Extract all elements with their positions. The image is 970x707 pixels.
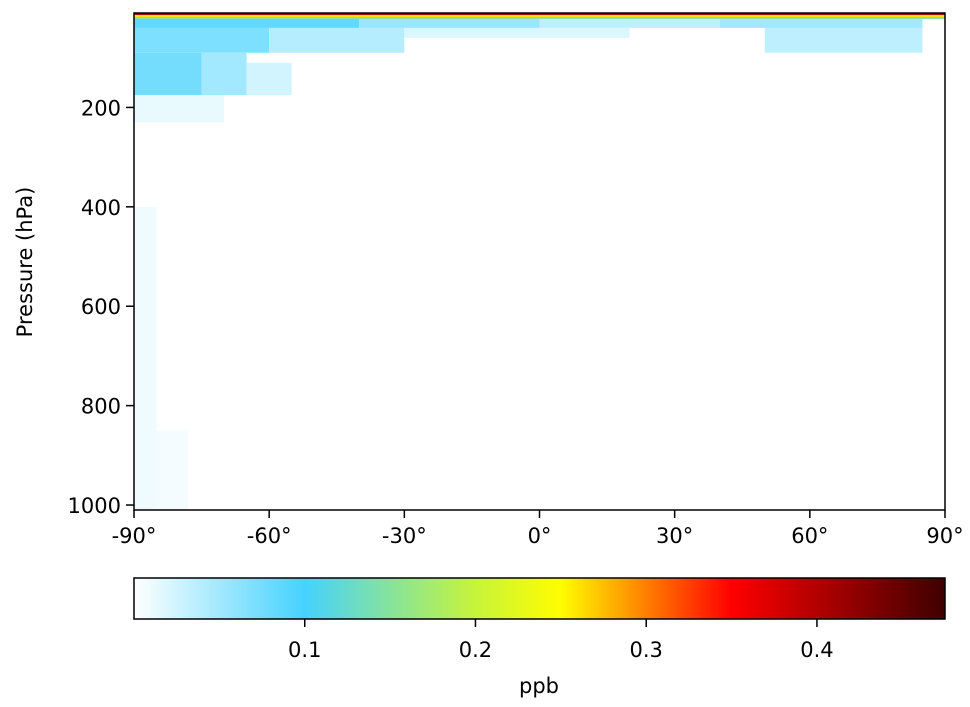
heatmap-cell <box>156 430 189 510</box>
colorbar-label: ppb <box>519 674 559 698</box>
y-axis-label: Pressure (hPa) <box>13 187 37 338</box>
y-tick-label: 200 <box>81 96 121 120</box>
x-tick-label: 90° <box>926 524 963 548</box>
x-tick-label: 60° <box>791 524 828 548</box>
x-axis: -90° -60° -30° 0° 30° 60° 90° <box>112 510 964 548</box>
x-tick-label: -90° <box>112 524 157 548</box>
heatmap-cell <box>404 27 630 38</box>
colorbar-tick-label: 0.4 <box>800 638 833 662</box>
heatmap-cell <box>134 14 945 17</box>
heatmap-cell <box>246 62 292 96</box>
x-tick-label: 0° <box>528 524 552 548</box>
heatmap-cell <box>134 16 945 19</box>
colorbar-tick-label: 0.2 <box>459 638 492 662</box>
heatmap-cell <box>201 52 247 96</box>
heatmap-cells <box>134 13 945 510</box>
x-tick-label: -30° <box>382 524 427 548</box>
heatmap-cell <box>539 18 720 28</box>
colorbar-tick-label: 0.1 <box>288 638 321 662</box>
heatmap-cell <box>134 52 202 96</box>
x-tick-label: 30° <box>656 524 693 548</box>
heatmap-cell <box>134 18 360 28</box>
colorbar-ticks: 0.1 0.2 0.3 0.4 <box>288 619 834 662</box>
heatmap-cell <box>134 206 157 510</box>
x-tick-label: -60° <box>247 524 292 548</box>
heatmap-cell <box>134 95 225 123</box>
heatmap-cell <box>764 27 923 53</box>
colorbar-tick-label: 0.3 <box>630 638 663 662</box>
y-tick-label: 400 <box>81 196 121 220</box>
heatmap-cell <box>269 27 405 53</box>
heatmap-cell <box>134 13 945 15</box>
heatmap-cell <box>134 27 270 53</box>
heatmap-cell <box>719 18 923 28</box>
heatmap-cell <box>359 18 540 28</box>
colorbar <box>133 577 946 620</box>
y-tick-label: 1000 <box>68 494 121 518</box>
y-tick-label: 800 <box>81 395 121 419</box>
y-tick-label: 600 <box>81 295 121 319</box>
y-axis: 200 400 600 800 1000 <box>68 96 134 518</box>
